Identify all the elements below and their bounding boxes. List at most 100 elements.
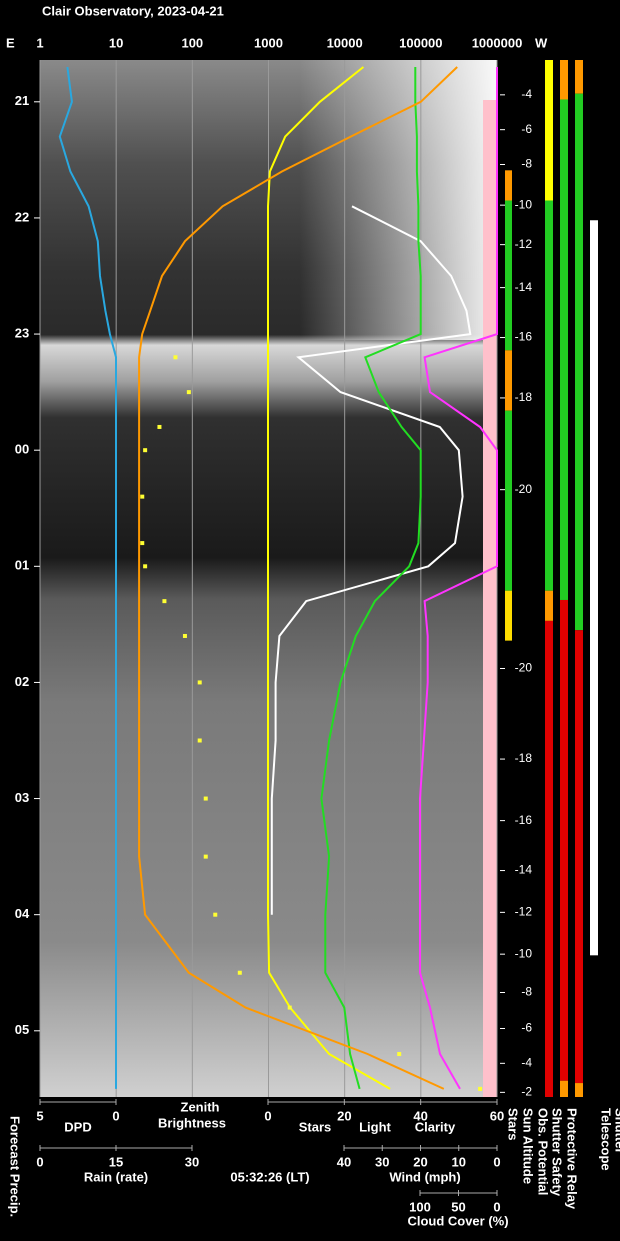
sun-altitude-label: -4 [521,1055,532,1069]
axis-label: Cloud Cover (%) [407,1213,508,1228]
sun-altitude-label: -4 [521,87,532,101]
series-dot [397,1052,402,1057]
series-line [58,66,117,1089]
x-tick-label: 50 [451,1199,465,1214]
status-segment [560,1080,568,1097]
status-segment [545,200,553,591]
timestamp: 05:32:26 (LT) [230,1169,309,1184]
x-tick-label: 40 [413,1108,427,1123]
legend-label: Clarity [415,1119,456,1134]
series-dot [478,1086,483,1091]
series-line [419,67,498,1090]
status-segment [560,60,568,100]
x-tick-label: 5 [36,1108,43,1123]
y-tick-label: 22 [15,209,29,224]
series-dot [162,599,167,604]
y-tick-label: 01 [15,558,29,573]
status-segment [575,1083,583,1097]
axis-label: DPD [64,1119,91,1134]
axis-label: Rain (rate) [84,1169,148,1184]
status-segment [575,60,583,94]
east-label: E [6,35,15,50]
y-tick-label: 21 [15,93,29,108]
status-segment [560,599,568,1081]
y-tick-label: 00 [15,442,29,457]
status-label: Protective Relay [565,1108,580,1210]
sun-altitude-label: -12 [515,237,533,251]
series-dot [186,390,191,395]
status-label: Shutter [613,1108,620,1154]
status-label: Telescope [599,1108,614,1171]
status-label: Shutter Safety [550,1108,565,1197]
x-tick-label: 10000 [327,35,363,50]
sun-altitude-label: -8 [521,157,532,171]
status-segment [545,60,553,201]
twilight-glow [300,60,497,340]
sun-altitude-label: -10 [515,197,533,211]
series-dot [173,355,178,360]
x-tick-label: 20 [337,1108,351,1123]
sun-altitude-label: -10 [515,946,533,960]
series-line [270,205,472,915]
y-tick-label: 04 [15,906,30,921]
x-tick-label: 100000 [399,35,442,50]
sun-altitude-label: -14 [515,280,533,294]
x-tick-label: 0 [264,1108,271,1123]
marks [58,60,598,1097]
series-line [267,66,391,1090]
legend-label: Stars [299,1119,332,1134]
series-dot [197,680,202,685]
chart-title: Clair Observatory, 2023-04-21 [42,3,224,18]
status-segment [545,590,553,621]
axis-label: Zenith [181,1099,220,1114]
series-line [320,67,422,1090]
series-dot [203,854,208,859]
x-tick-label: 0 [493,1154,500,1169]
series-dot [287,1005,292,1010]
x-tick-label: 1 [36,35,43,50]
status-label: Stars [506,1108,521,1141]
sun-altitude-label: -2 [521,1085,532,1099]
y-tick-label: 05 [15,1022,29,1037]
status-segment [505,590,512,641]
series-dot [157,424,162,429]
series-dot [182,633,187,638]
x-tick-label: 10 [452,1154,466,1169]
series-dot [140,494,145,499]
y-tick-label: 03 [15,790,29,805]
sun-altitude-label: -16 [515,813,533,827]
status-segment [505,170,512,201]
sun-altitude-label: -20 [515,482,533,496]
forecast-label: Forecast Precip. [8,1116,23,1217]
status-label: Obs. Potential [536,1108,551,1195]
sun-altitude-label: -20 [515,661,533,675]
sun-altitude-label: -16 [515,330,533,344]
sun-altitude-label: -18 [515,390,533,404]
x-tick-label: 100 [181,35,203,50]
west-label: W [535,35,548,50]
axis-label: Brightness [158,1115,226,1130]
legend-label: Light [359,1119,391,1134]
x-tick-label: 100 [409,1199,431,1214]
x-tick-label: 0 [112,1108,119,1123]
y-tick-label: 02 [15,674,29,689]
sun-altitude-label: -18 [515,751,533,765]
status-segment [575,93,583,631]
status-segment [505,410,512,591]
series-dot [237,970,242,975]
sun-altitude-label: -12 [515,905,533,919]
x-tick-label: 30 [375,1154,389,1169]
x-tick-label: 0 [493,1199,500,1214]
series-dot [203,796,208,801]
sun-altitude-label: -14 [515,863,533,877]
x-tick-label: 40 [337,1154,351,1169]
x-tick-label: 1000 [254,35,283,50]
y-tick-label: 23 [15,325,29,340]
series-dot [143,564,148,569]
status-segment [545,620,553,1097]
sun-altitude-label: -8 [521,985,532,999]
x-tick-label: 10 [109,35,123,50]
cloud-band [483,100,497,1097]
